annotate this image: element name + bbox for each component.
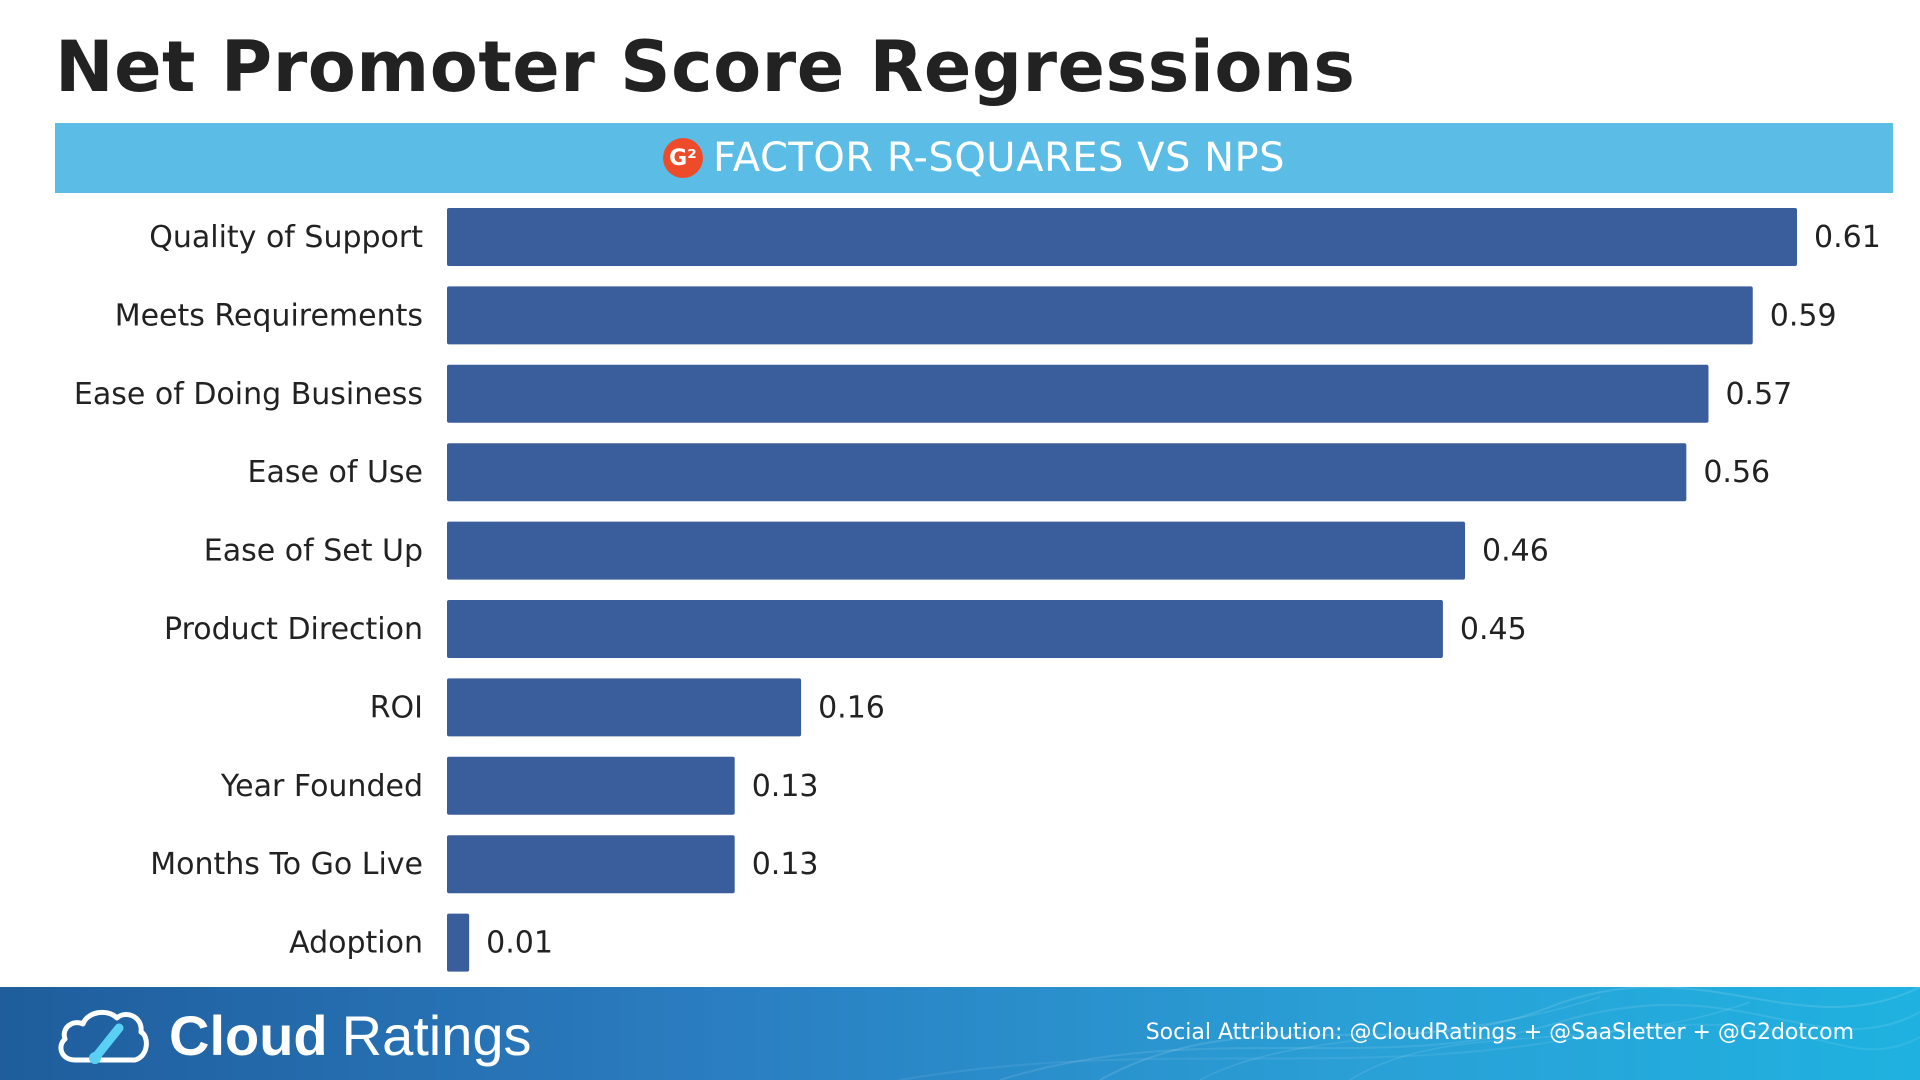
value-label: 0.01 [486, 926, 553, 961]
page-title: Net Promoter Score Regressions [55, 26, 1356, 108]
g2-logo-icon: G² [662, 138, 703, 178]
category-label: Ease of Set Up [204, 534, 423, 569]
value-label: 0.46 [1482, 534, 1549, 569]
bar-adoption [447, 913, 470, 972]
footer: Cloud Ratings Social Attribution: @Cloud… [0, 987, 1920, 1080]
value-label: 0.56 [1703, 455, 1770, 490]
category-label: Product Direction [164, 612, 423, 647]
bar-months-to-go-live [447, 835, 735, 894]
brand-name-bold: Cloud [169, 1004, 328, 1067]
bar-ease-of-set-up [447, 521, 1466, 580]
value-label: 0.13 [752, 769, 819, 804]
chart-banner: G² FACTOR R-SQUARES VS NPS [55, 123, 1893, 193]
category-label: Quality of Support [149, 220, 423, 255]
category-label: Meets Requirements [115, 298, 423, 333]
value-label: 0.59 [1770, 298, 1837, 333]
brand-name-light: Ratings [341, 1004, 532, 1067]
value-label: 0.61 [1814, 220, 1881, 255]
social-attribution: Social Attribution: @CloudRatings + @Saa… [1145, 1020, 1854, 1045]
bar-year-founded [447, 756, 735, 815]
value-label: 0.57 [1725, 377, 1792, 412]
bar-ease-of-doing-business [447, 364, 1709, 423]
bar-chart: Quality of Support 0.61 Meets Requirements… [74, 208, 1881, 972]
footer-pattern [899, 987, 1920, 1080]
bar-meets-requirements [447, 286, 1753, 345]
bar-roi [447, 678, 802, 737]
category-label: Ease of Doing Business [74, 377, 423, 412]
category-label: ROI [370, 690, 423, 725]
category-label: Ease of Use [248, 455, 423, 490]
bar-ease-of-use [447, 443, 1687, 502]
chart-title: FACTOR R-SQUARES VS NPS [712, 135, 1286, 181]
cloud-ratings-brand: Cloud Ratings [55, 1003, 532, 1068]
category-label: Year Founded [220, 769, 423, 804]
bar-quality-of-support [447, 208, 1797, 266]
value-label: 0.16 [818, 690, 885, 725]
category-label: Months To Go Live [150, 847, 423, 882]
bar-product-direction [447, 600, 1443, 658]
category-label: Adoption [289, 926, 423, 961]
value-label: 0.13 [752, 847, 819, 882]
cloud-gauge-icon [58, 1009, 149, 1064]
value-label: 0.45 [1460, 612, 1527, 647]
